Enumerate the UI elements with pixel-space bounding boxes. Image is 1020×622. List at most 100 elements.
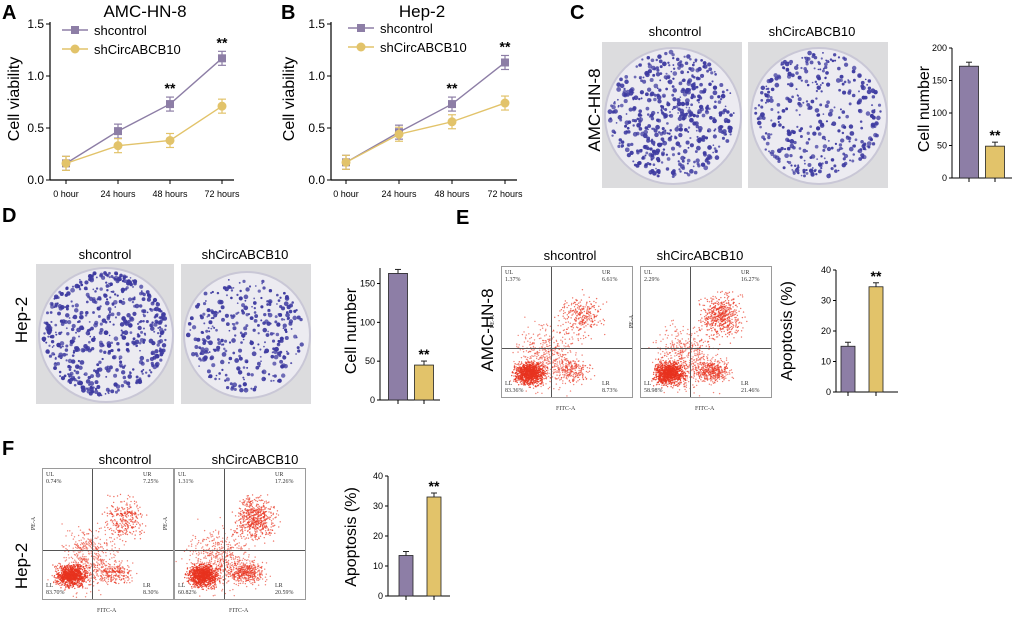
y-tick-label: 50 [365, 356, 375, 366]
panel-label-d: D [2, 205, 16, 228]
series-line [66, 58, 222, 163]
gate-line-horizontal [502, 348, 632, 349]
series-line [66, 106, 222, 163]
quadrant-ur-value: 17.26% [275, 479, 294, 486]
y-tick-label: 30 [373, 501, 383, 511]
colony-dots [181, 264, 311, 404]
y-tick-label: 40 [373, 471, 383, 481]
y-tick-label: 100 [360, 317, 375, 327]
quadrant-ur-value: 7.25% [143, 479, 159, 486]
y-tick-label: 0.0 [308, 173, 325, 187]
flow-e-treated-label: shCircABCB10 [640, 248, 760, 263]
quadrant-ur-value: 16.27% [741, 277, 760, 284]
y-tick-label: 200 [932, 43, 947, 53]
flow-x-axis-label: FITC-A [695, 406, 714, 413]
y-tick-label: 0.0 [27, 173, 44, 187]
flow-x-axis-label: FITC-A [97, 608, 116, 615]
significance-mark: ** [871, 268, 882, 284]
quadrant-ul-value: 1.37% [505, 277, 521, 284]
bar [427, 497, 441, 596]
colony-dots [748, 42, 888, 188]
quadrant-lr-value: 8.73% [602, 388, 618, 395]
bar [415, 365, 434, 400]
plate-d-treated-label: shCircABCB10 [185, 247, 305, 262]
bar [960, 66, 979, 178]
y-tick-label: 1.5 [308, 17, 325, 31]
legend-marker [357, 24, 365, 32]
colony-dots [36, 264, 174, 404]
y-tick-label: 0.5 [308, 121, 325, 135]
series-line [346, 103, 505, 162]
x-tick-label: 0 hour [53, 189, 79, 199]
quadrant-ll-value: 83.70% [46, 590, 65, 597]
y-tick-label: 50 [937, 141, 947, 151]
flow-y-axis-label: PE-A [163, 517, 170, 530]
quadrant-ul-value: 1.31% [178, 479, 194, 486]
y-tick-label: 20 [373, 531, 383, 541]
legend-marker [71, 45, 80, 54]
x-tick-label: 72 hours [487, 189, 523, 199]
y-tick-label: 0 [378, 591, 383, 601]
y-tick-label: 0.5 [27, 121, 44, 135]
gate-line-vertical [92, 469, 93, 599]
series-line [346, 62, 505, 162]
flow-x-axis-label: FITC-A [556, 406, 575, 413]
data-point [395, 130, 404, 139]
data-point [448, 100, 456, 108]
quadrant-lr-value: 21.46% [741, 388, 760, 395]
x-tick-label: 48 hours [434, 189, 470, 199]
data-point [166, 100, 174, 108]
quadrant-ur-value: 6.61% [602, 277, 618, 284]
y-tick-label: 100 [932, 108, 947, 118]
y-tick-label: 1.0 [27, 69, 44, 83]
row-d-cellline: Hep-2 [12, 290, 32, 350]
significance-mark: ** [990, 127, 1001, 143]
x-tick-label: 24 hours [381, 189, 417, 199]
bar [389, 273, 408, 400]
y-tick-label: 0 [942, 173, 947, 183]
chart-e-ylabel: Apoptosis (%) [779, 276, 797, 386]
colony-plate-d-treated [181, 264, 311, 404]
data-point [218, 102, 227, 111]
gate-line-vertical [224, 469, 225, 599]
x-tick-label: 72 hours [204, 189, 240, 199]
bar [869, 287, 883, 392]
plate-c-control-label: shcontrol [615, 24, 735, 39]
flow-y-axis-label: PE-A [629, 315, 636, 328]
gate-line-horizontal [43, 550, 173, 551]
significance-mark: ** [429, 478, 440, 494]
gate-line-horizontal [641, 348, 771, 349]
quadrant-ul-value: 0.74% [46, 479, 62, 486]
data-point [62, 159, 71, 168]
y-tick-label: 0 [370, 395, 375, 405]
colony-plate-c-control [602, 42, 742, 188]
quadrant-lr-value: 20.59% [275, 590, 294, 597]
significance-mark: ** [500, 38, 511, 54]
panel-label-f: F [2, 438, 14, 461]
flow-y-axis-label: PE-A [490, 315, 497, 328]
quadrant-ll-value: 58.98% [644, 388, 663, 395]
data-point [342, 158, 351, 167]
y-tick-label: 1.5 [27, 17, 44, 31]
flow-x-axis-label: FITC-A [229, 608, 248, 615]
flow-f-control-label: shcontrol [65, 452, 185, 467]
legend-label: shcontrol [94, 23, 147, 38]
